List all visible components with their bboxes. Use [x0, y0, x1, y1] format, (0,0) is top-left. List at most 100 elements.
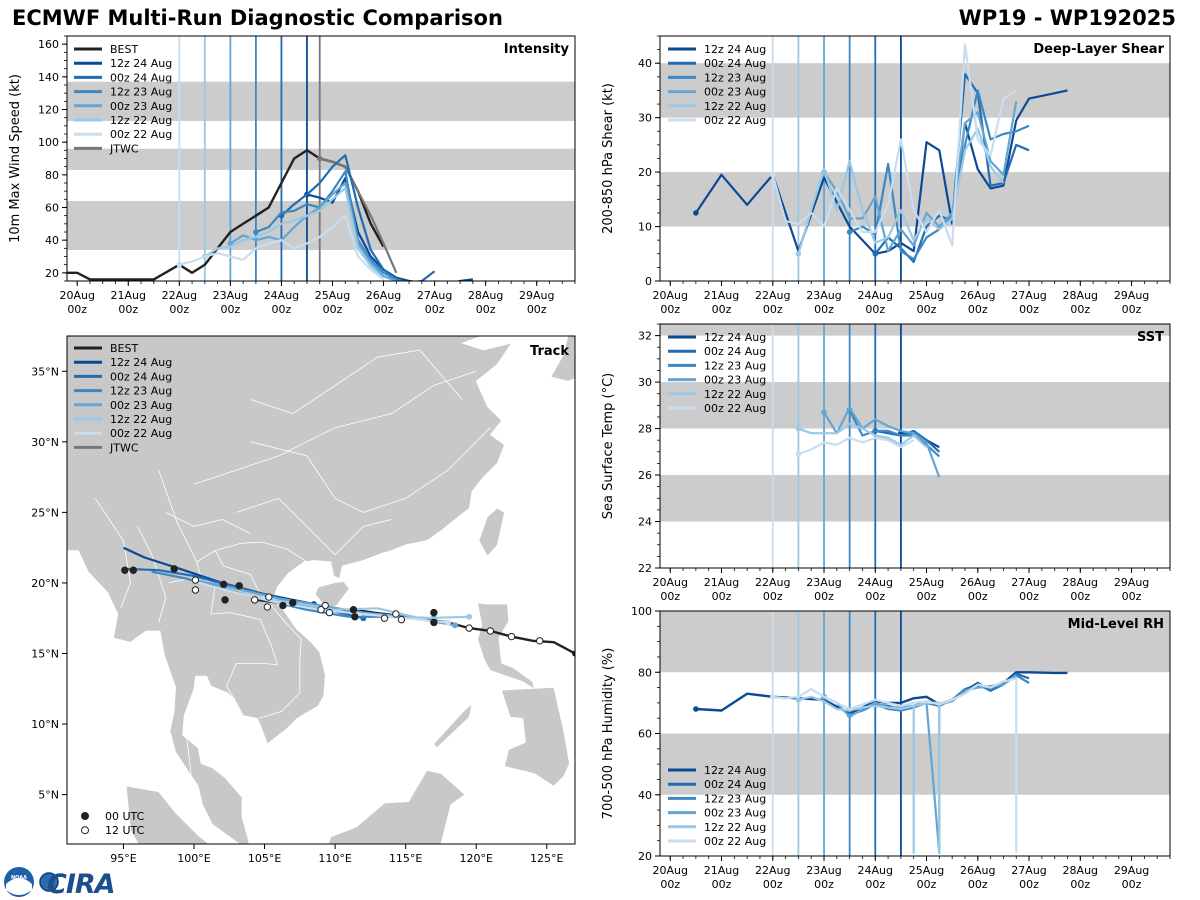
rh-ytick-label: 20 — [638, 850, 652, 863]
shear-series-line — [694, 89, 1068, 255]
track-xtick-label: 100°E — [177, 852, 210, 865]
shear-band-0 — [660, 172, 1170, 227]
track-legend-label: 12z 22 Aug — [110, 413, 172, 426]
shear-series-start-point — [872, 250, 879, 257]
sst-xtick-label: 23Aug — [806, 576, 841, 589]
intensity-band-2 — [67, 81, 575, 121]
sst-xtick-label: 25Aug — [909, 576, 944, 589]
rh-xtick-label: 00z — [712, 878, 732, 891]
shear-title: Deep-Layer Shear — [1033, 42, 1164, 57]
track-start-point — [572, 650, 575, 657]
track-title: Track — [530, 344, 569, 359]
track-ytick-label: 30°N — [31, 436, 59, 449]
shear-xtick-label: 21Aug — [704, 289, 739, 302]
intensity-plot-area — [67, 36, 575, 281]
intensity-series-line — [229, 181, 397, 281]
best-track-marker — [317, 606, 325, 614]
sst-xtick-label: 22Aug — [755, 576, 790, 589]
sst-ylabel: Sea Surface Temp (°C) — [601, 373, 616, 520]
best-track-marker — [191, 586, 200, 594]
track-legend-label: JTWC — [109, 441, 139, 454]
best-track-marker — [325, 608, 334, 617]
land-visayas-mindanao — [501, 687, 570, 787]
shear-legend-label: 00z 23 Aug — [704, 86, 766, 99]
rh-xtick-label: 24Aug — [858, 864, 893, 877]
intensity-series-line — [204, 186, 385, 281]
best-track-marker — [219, 580, 228, 589]
noaa-logo-text: NOAA — [11, 875, 27, 881]
sst-xtick-label: 00z — [865, 590, 885, 603]
admin-border — [214, 550, 302, 719]
sst-series-start-point — [795, 425, 802, 432]
track-ytick-label: 15°N — [31, 648, 59, 661]
track-start-point — [452, 622, 459, 629]
sst-ytick-label: 22 — [638, 562, 652, 575]
intensity-xtick-label: 25Aug — [315, 289, 350, 302]
intensity-ytick-label: 140 — [38, 71, 59, 84]
best-track-marker — [486, 627, 495, 635]
land-luzon — [477, 602, 535, 690]
intensity-xtick-label: 00z — [374, 303, 394, 316]
rh-title: Mid-Level RH — [1068, 617, 1164, 632]
intensity-series-line — [255, 170, 408, 281]
shear-series-start-point — [846, 229, 853, 235]
sst-xtick-label: 21Aug — [704, 576, 739, 589]
track-map-area — [67, 336, 575, 844]
sst-xtick-label: 00z — [1122, 590, 1142, 603]
rh-xtick-label: 00z — [763, 878, 783, 891]
sst-series-line — [798, 436, 915, 456]
track-ytick-label: 5°N — [38, 789, 59, 802]
rh-panel: 2040608010020Aug00z21Aug00z22Aug00z23Aug… — [601, 605, 1171, 891]
intensity-xtick-label: 21Aug — [111, 289, 146, 302]
shear-ylabel: 200-850 hPa Shear (kt) — [601, 83, 616, 234]
track-panel: 95°E 100°E 105°E 110°E 115°E 120°E 125°E 5°N 10°… — [31, 335, 576, 865]
best-track-marker — [430, 618, 438, 627]
rh-legend-label: 12z 22 Aug — [704, 821, 766, 834]
rh-series-start-point — [693, 706, 699, 712]
intensity-series-line — [319, 157, 398, 274]
sst-band-0 — [660, 475, 1170, 522]
best-track-marker — [129, 566, 138, 574]
intensity-xtick-label: 22Aug — [162, 289, 197, 302]
land-mainland — [67, 336, 513, 844]
sst-xtick-label: 00z — [763, 590, 783, 603]
intensity-ylabel: 10m Max Wind Speed (kt) — [8, 74, 23, 243]
shear-xtick-label: 00z — [814, 303, 834, 316]
shear-xtick-label: 00z — [968, 303, 988, 316]
shear-xtick-label: 24Aug — [858, 289, 893, 302]
cira-logo: NOAA CIRA — [4, 867, 116, 900]
track-legend-label: 00z 22 Aug — [110, 427, 172, 440]
shear-xtick-label: 00z — [1019, 303, 1039, 316]
intensity-legend-label: 00z 23 Aug — [110, 100, 172, 113]
intensity-ytick-label: 40 — [45, 234, 59, 247]
rh-band-1 — [660, 611, 1170, 673]
sst-ytick-label: 32 — [638, 330, 652, 343]
track-legend-label: 00z 23 Aug — [110, 399, 172, 412]
track-xtick-label: 105°E — [248, 852, 281, 865]
rh-ylabel: 700-500 hPa Humidity (%) — [601, 648, 616, 820]
sst-xtick-label: 28Aug — [1063, 576, 1098, 589]
sst-xtick-label: 00z — [968, 590, 988, 603]
sst-legend-label: 00z 24 Aug — [704, 345, 766, 358]
rh-legend-label: 00z 22 Aug — [704, 835, 766, 848]
track-xtick-label: 115°E — [389, 852, 422, 865]
shear-xtick-label: 23Aug — [806, 289, 841, 302]
intensity-xtick-label: 00z — [323, 303, 343, 316]
shear-xtick-label: 22Aug — [755, 289, 790, 302]
best-track-marker — [191, 576, 200, 584]
sst-xtick-label: 00z — [712, 590, 732, 603]
sst-ytick-label: 28 — [638, 423, 652, 436]
sst-band-2 — [660, 324, 1170, 336]
admin-border — [183, 715, 192, 775]
rh-legend-label: 12z 23 Aug — [704, 792, 766, 805]
best-track-marker — [265, 593, 273, 601]
shear-series-line — [797, 127, 1005, 255]
shear-ytick-label: 10 — [638, 221, 652, 234]
track-start-point — [445, 619, 451, 626]
shear-plot-area — [660, 36, 1170, 281]
shear-xtick-label: 00z — [1070, 303, 1090, 316]
intensity-xtick-label: 00z — [67, 303, 87, 316]
sst-xtick-label: 00z — [1070, 590, 1090, 603]
sst-xtick-label: 00z — [1019, 590, 1039, 603]
rh-series-line — [823, 674, 1017, 855]
